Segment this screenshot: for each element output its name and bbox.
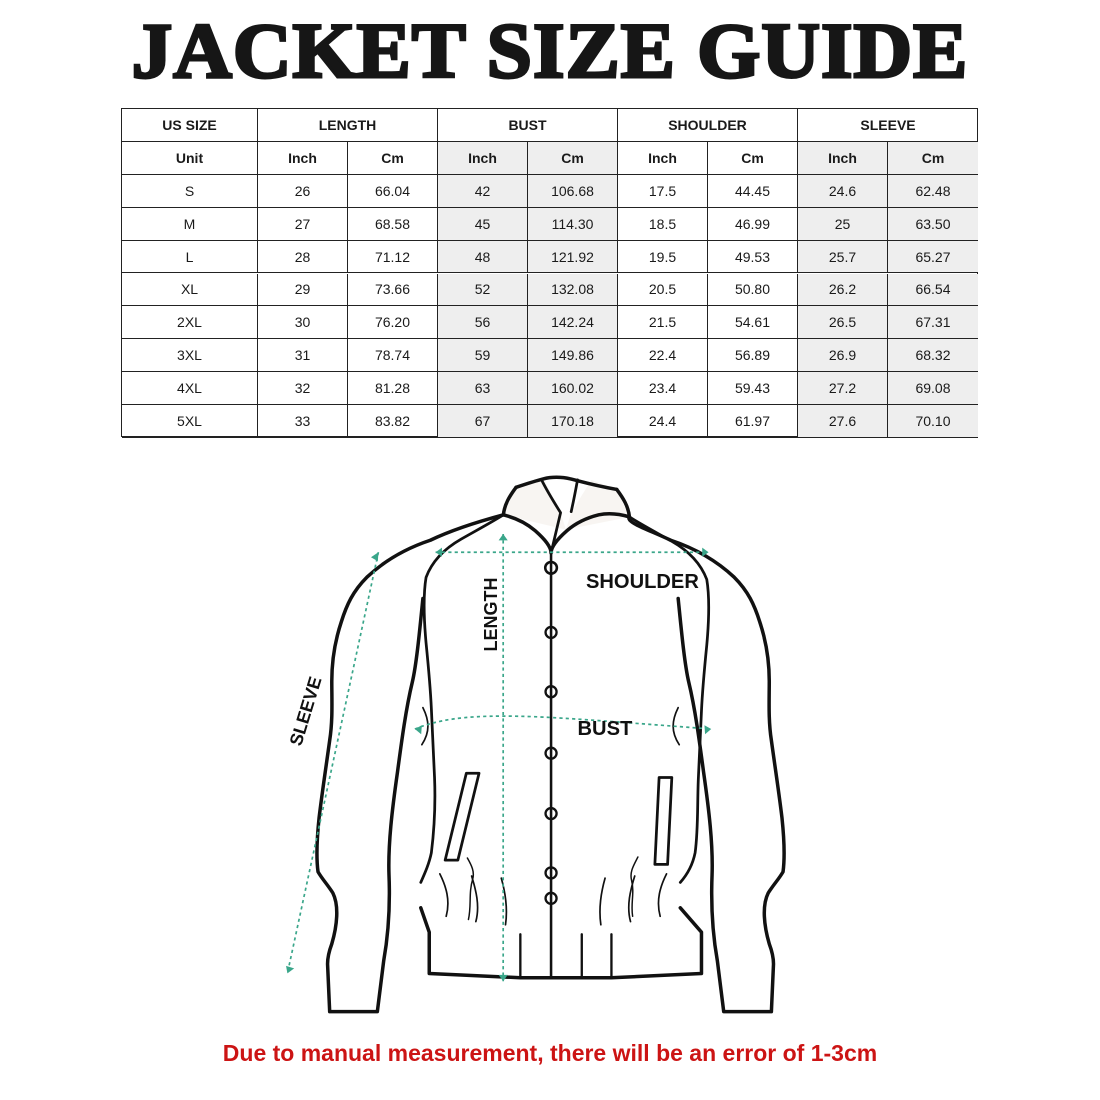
- svg-text:LENGTH: LENGTH: [481, 577, 501, 651]
- svg-text:SHOULDER: SHOULDER: [586, 571, 699, 593]
- svg-text:BUST: BUST: [578, 718, 633, 740]
- svg-text:SLEEVE: SLEEVE: [286, 674, 326, 748]
